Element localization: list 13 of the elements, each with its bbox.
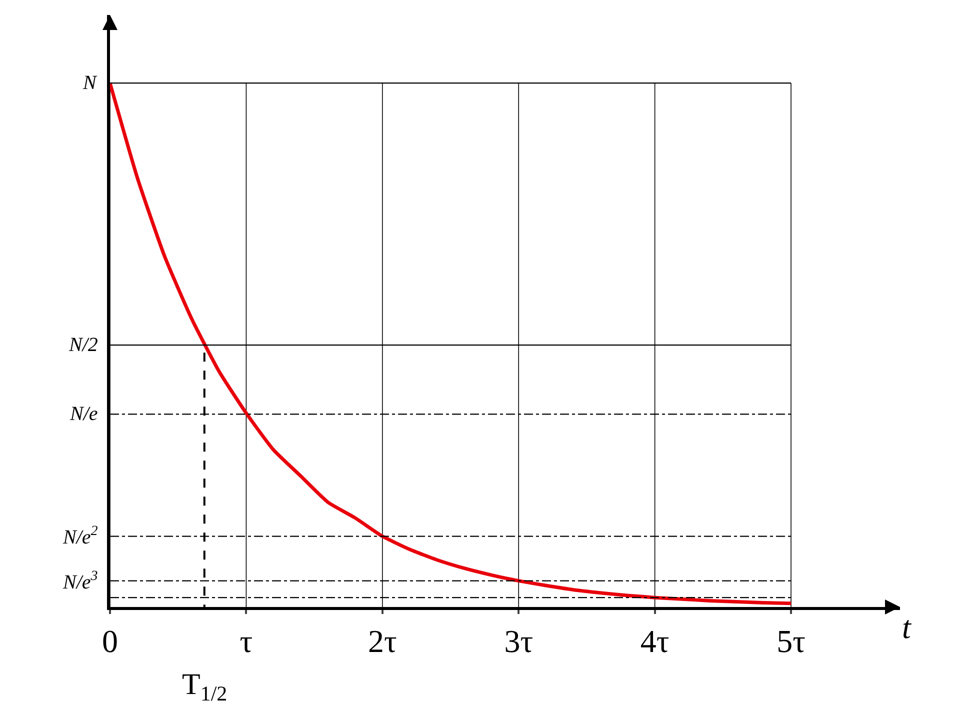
ref-line-label: N bbox=[82, 72, 98, 94]
ref-line-label: N/e$^{2}$ bbox=[62, 524, 98, 548]
x-tick-label: 2τ bbox=[368, 623, 397, 660]
x-tick-label: 4τ bbox=[640, 623, 670, 660]
x-tick-label: 3τ bbox=[504, 623, 534, 660]
ref-line-label: T$_{1/2}$ bbox=[182, 668, 228, 706]
x-axis-title: t bbox=[902, 609, 912, 645]
ref-line-label: N/e bbox=[69, 403, 98, 425]
x-tick-label: 0 bbox=[102, 623, 118, 660]
ref-line-label: N/e$^{3}$ bbox=[62, 569, 98, 594]
x-tick-label: 5τ bbox=[776, 623, 806, 660]
x-tick-label: τ bbox=[240, 623, 253, 660]
ref-line-label: N/2 bbox=[68, 334, 98, 356]
